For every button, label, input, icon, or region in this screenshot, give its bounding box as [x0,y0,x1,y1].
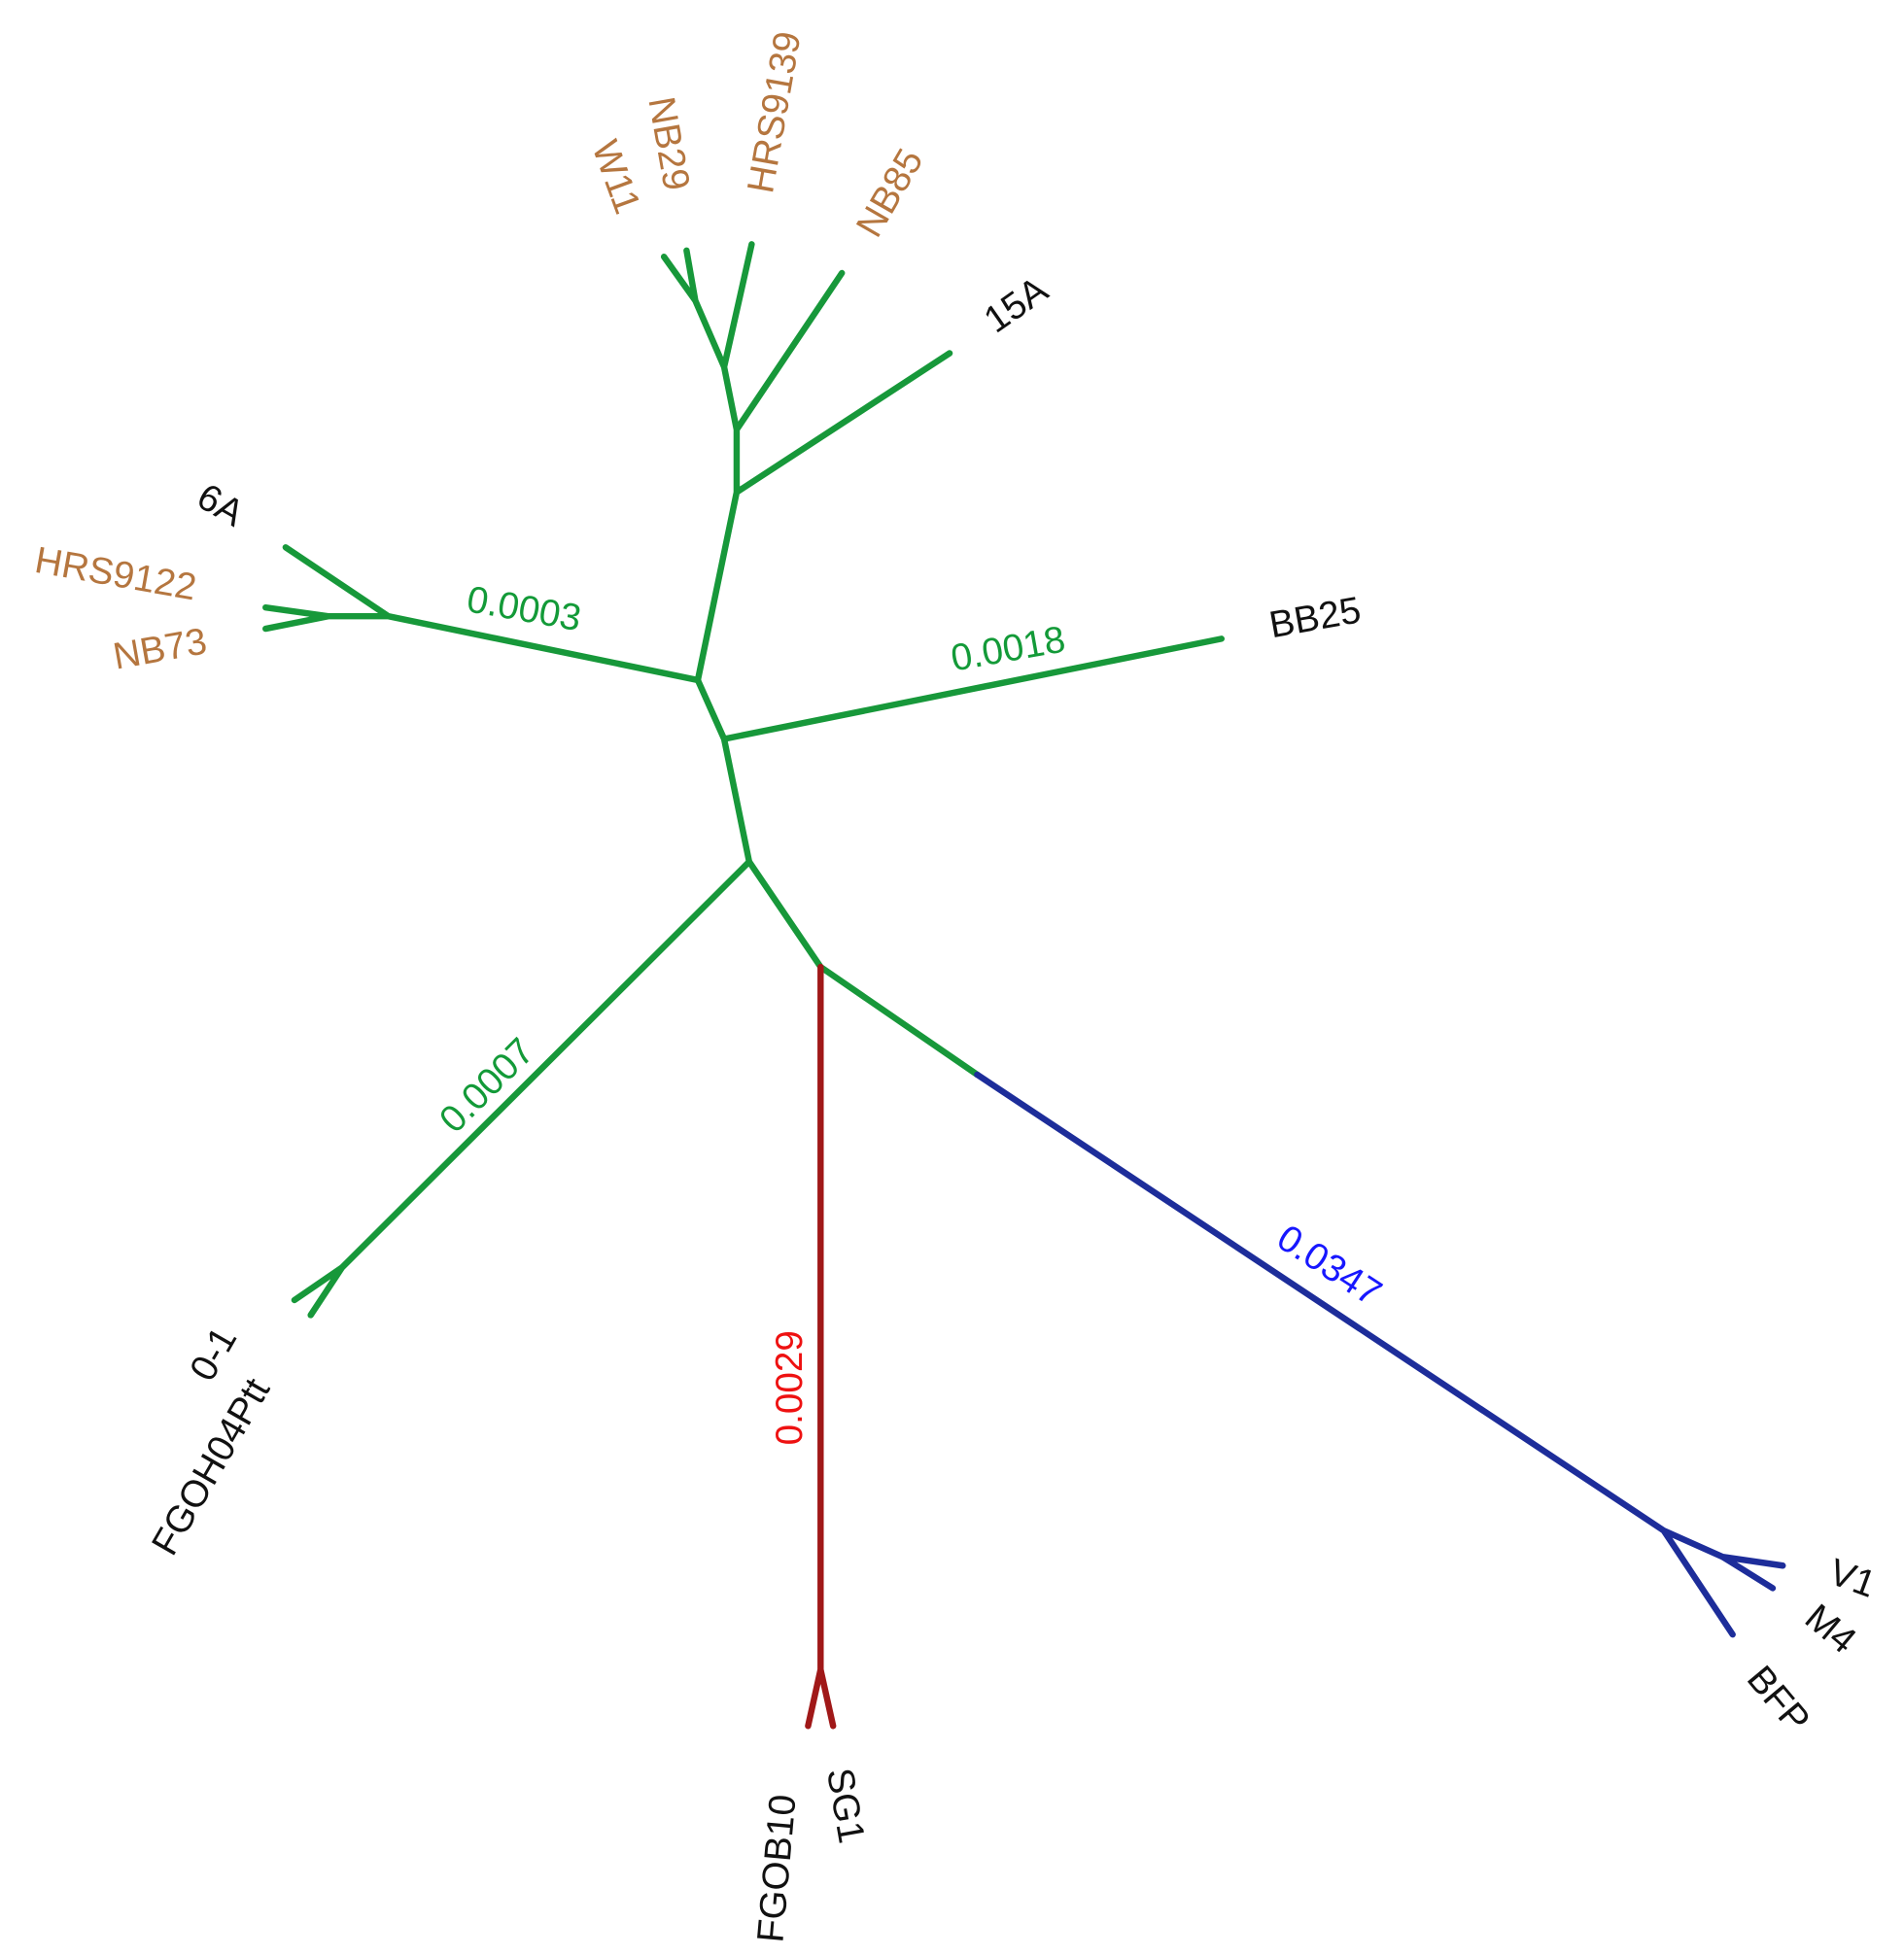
taxon-label: BFP [1739,1658,1817,1740]
taxon-label: SG1 [818,1766,873,1847]
taxon-label: BB25 [1266,589,1365,646]
taxon-label: NB73 [110,620,210,677]
branch [805,963,837,1730]
taxon-label: 0-1 [182,1321,245,1389]
taxon-label: 6A [190,476,251,535]
branch [262,544,702,684]
branch-length-label: 0.0029 [769,1330,811,1445]
taxon-label: V1 [1823,1551,1881,1606]
branch [974,1071,1786,1638]
taxon-label: HRS9139 [740,28,809,196]
taxon-label: FGOH04Ptt [144,1371,278,1562]
branch-length-label: 0.0347 [1269,1217,1389,1314]
branch [694,676,981,1079]
taxon-label: W11 [583,135,648,220]
taxon-label: NB29 [640,93,697,193]
branches [262,241,1786,1730]
taxon-label: M4 [1797,1596,1864,1662]
taxon-label: HRS9122 [32,539,200,608]
branch [660,241,953,684]
branch-length-label: 0.0003 [464,578,584,639]
taxon-label: FGOB10 [749,1793,804,1944]
branch [291,858,753,1319]
branch [720,635,1225,742]
taxon-label: NB85 [848,142,932,244]
tree: W11 NB29 HRS9139 NB85 15A 6A HRS9122 NB7… [32,28,1882,1943]
taxon-label: 15A [977,268,1056,341]
